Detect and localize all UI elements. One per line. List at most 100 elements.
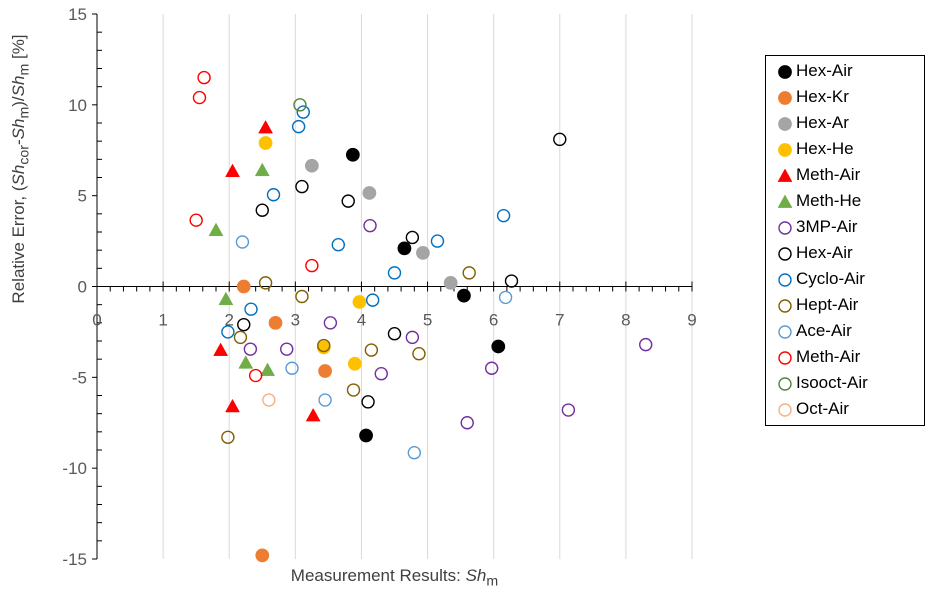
legend-item: Hex-He (776, 138, 854, 159)
series-3mp-air-6 (243, 218, 653, 430)
legend-marker (778, 350, 792, 365)
legend-label: Hept-Air (796, 294, 859, 314)
legend-label: Meth-Air (796, 164, 861, 184)
data-point (221, 325, 235, 339)
legend-label: Ace-Air (796, 320, 852, 340)
legend-label: Hex-He (796, 138, 854, 158)
legend-label: Meth-Air (796, 346, 861, 366)
series-hept-air-9 (221, 266, 476, 444)
legend-item: Oct-Air (776, 398, 849, 419)
data-point (285, 361, 299, 375)
y-tick-label: 10 (68, 96, 87, 115)
legend-label: Meth-He (796, 190, 862, 210)
data-point (189, 213, 203, 227)
legend-marker (778, 402, 792, 417)
data-point (295, 289, 309, 304)
data-point (405, 230, 420, 245)
data-point (331, 238, 346, 252)
legend-item: Hex-Air (776, 242, 853, 263)
data-point (430, 234, 445, 248)
x-tick-label: 4 (357, 311, 366, 330)
legend-marker-icon (778, 90, 792, 105)
data-point (293, 98, 307, 112)
data-point (352, 295, 367, 309)
legend-marker-icon (778, 116, 792, 131)
series-ace-air-10 (235, 235, 513, 460)
data-point (268, 315, 283, 330)
legend-item: Meth-He (776, 190, 861, 211)
legend-marker-icon (778, 376, 792, 391)
data-point (258, 120, 274, 134)
y-tick-label: 5 (78, 187, 87, 206)
legend-marker-icon (778, 272, 792, 287)
legend-label: 3MP-Air (796, 216, 858, 236)
series-meth-air-11 (189, 70, 319, 383)
y-tick-label: -10 (62, 459, 87, 478)
y-axis-label: Relative Error, (Shcor-Shm)/Shm [%] (9, 34, 33, 304)
data-point (208, 222, 224, 237)
series-cyclo-air-8 (221, 105, 511, 339)
data-point (192, 90, 207, 105)
data-point (260, 362, 275, 376)
y-tick-label: -15 (62, 550, 87, 569)
data-point (304, 158, 319, 173)
data-point (443, 275, 458, 290)
data-point (235, 235, 250, 249)
series-meth-air-4 (213, 120, 321, 422)
data-point (317, 338, 331, 353)
data-point (553, 132, 567, 147)
legend-marker (777, 193, 793, 208)
x-tick-label: 6 (489, 311, 498, 330)
legend-item: 3MP-Air (776, 216, 857, 237)
legend-label: Oct-Air (796, 398, 849, 418)
x-tick-label: 5 (423, 311, 432, 330)
x-axis-label: Measurement Results: Shm (290, 566, 499, 590)
axes (92, 13, 693, 560)
legend-marker-icon (778, 142, 792, 157)
legend-marker-icon (777, 167, 793, 182)
data-points (189, 70, 653, 563)
data-point (346, 383, 361, 397)
series-hex-kr-1 (236, 279, 332, 563)
legend-marker-icon (778, 324, 792, 339)
legend-marker-icon (778, 402, 792, 417)
legend-marker (778, 324, 792, 339)
data-point (639, 337, 653, 352)
data-point (238, 355, 254, 369)
data-point (387, 266, 402, 280)
legend-marker (778, 116, 792, 131)
x-tick-label: 1 (158, 311, 167, 330)
data-point (345, 147, 360, 162)
legend-item: Ace-Air (776, 320, 852, 341)
data-point (254, 162, 270, 177)
legend-item: Hex-Air (776, 60, 853, 81)
data-point (318, 393, 332, 407)
data-point (407, 446, 422, 460)
data-point (374, 367, 388, 381)
legend-item: Hex-Ar (776, 112, 849, 133)
x-tick-label: 7 (555, 311, 564, 330)
legend: Hex-Air Hex-Kr Hex-Ar Hex-He Meth-Air Meth-He… (765, 55, 925, 426)
data-point (233, 330, 248, 345)
legend-marker (778, 64, 792, 79)
tick-labels: 15 10 5 0 -5 -10 -15 0 1 2 3 4 5 6 7 8 9 (62, 5, 696, 569)
data-point (197, 70, 211, 85)
data-point (305, 407, 321, 422)
data-point (323, 316, 338, 330)
x-tick-label: 8 (621, 311, 630, 330)
legend-label: Hex-Kr (796, 86, 849, 106)
x-tick-label: 2 (224, 311, 233, 330)
y-tick-label: 0 (78, 278, 87, 297)
data-point (496, 208, 511, 223)
data-point (305, 258, 319, 273)
data-point (248, 368, 263, 383)
data-point (361, 395, 375, 409)
legend-marker (778, 272, 792, 287)
data-point (280, 342, 294, 356)
legend-label: Cyclo-Air (796, 268, 865, 288)
legend-item: Cyclo-Air (776, 268, 865, 289)
data-point (405, 330, 420, 345)
data-point (258, 136, 273, 150)
data-point (218, 291, 234, 306)
